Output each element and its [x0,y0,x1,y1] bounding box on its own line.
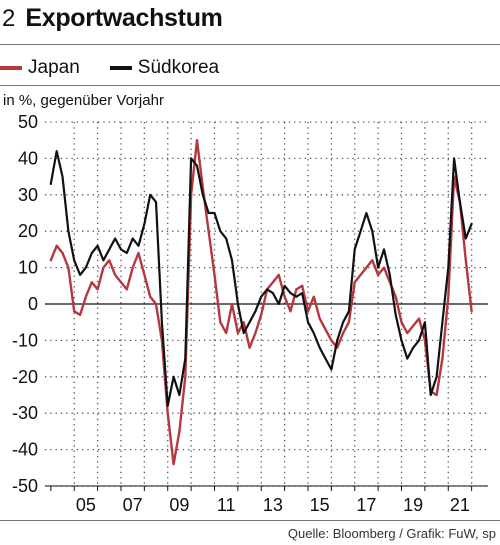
y-tick-label: 50 [18,112,38,132]
source-note: Quelle: Bloomberg / Grafik: FuW, sp [287,526,496,541]
x-tick-label: 17 [356,495,376,515]
y-tick-label: 10 [18,258,38,278]
legend: Japan Südkorea [0,54,249,82]
legend-item-japan: Japan [0,57,80,79]
y-tick-label: 20 [18,221,38,241]
footer-rule [0,520,500,521]
y-tick-label: 0 [28,294,38,314]
y-tick-label: 40 [18,148,38,168]
legend-label-suedkorea: Südkorea [137,57,220,78]
y-tick-label: 30 [18,185,38,205]
x-tick-label: 13 [263,495,283,515]
series-line-japan [49,138,473,466]
legend-swatch-japan [0,66,22,70]
x-tick-label: 19 [403,495,423,515]
legend-label-japan: Japan [28,57,80,78]
legend-swatch-suedkorea [109,66,132,70]
x-tick-label: 21 [450,495,470,515]
x-tick-label: 07 [123,495,143,515]
y-tick-label: -30 [12,403,38,423]
chart-number: 2 [2,5,16,32]
chart-subtitle: in %, gegenüber Vorjahr [3,92,164,109]
legend-item-suedkorea: Südkorea [109,57,220,79]
chart-title: 2 Exportwachstum [2,4,223,40]
y-tick-label: -50 [12,476,38,496]
chart-title-text: Exportwachstum [25,4,223,32]
y-tick-label: -40 [12,440,38,460]
x-tick-label: 05 [76,495,96,515]
series-line-suedkorea [49,150,473,407]
x-tick-label: 15 [310,495,330,515]
y-tick-label: -10 [12,330,38,350]
x-tick-label: 09 [169,495,189,515]
title-rule [0,44,500,45]
y-tick-label: -20 [12,367,38,387]
x-tick-label: 11 [217,495,236,515]
legend-rule [0,85,500,86]
